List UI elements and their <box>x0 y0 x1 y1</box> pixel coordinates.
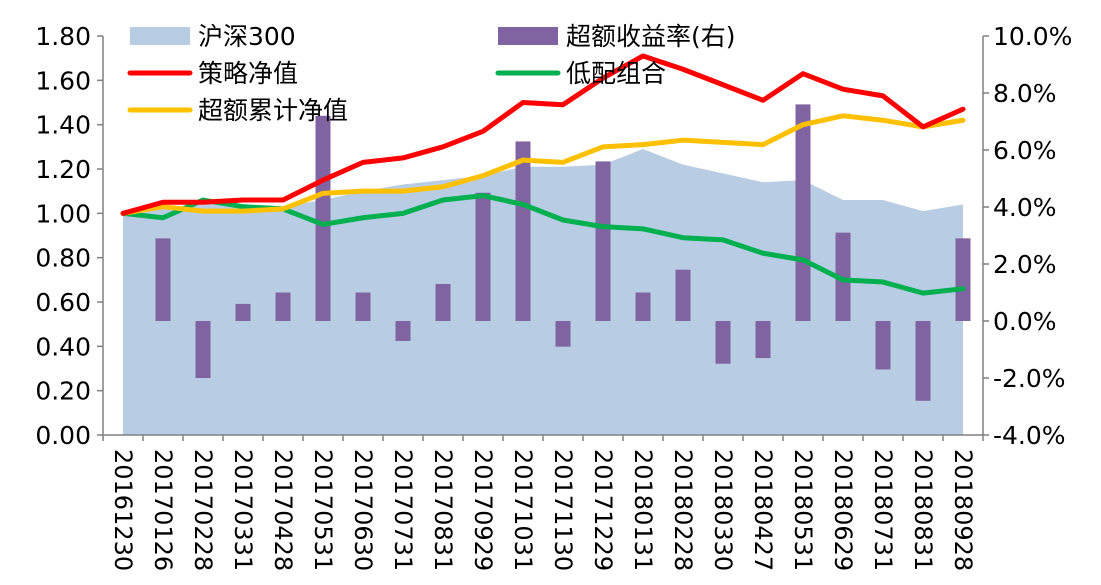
right-tick-label: 4.0% <box>993 193 1057 222</box>
x-tick-label: 20170126 <box>149 449 177 571</box>
excess-return-bar <box>835 232 851 321</box>
x-tick-label: 20170428 <box>269 449 297 571</box>
right-tick-label: 6.0% <box>993 136 1057 165</box>
left-tick-label: 1.40 <box>35 111 91 140</box>
legend-label: 低配组合 <box>566 59 666 88</box>
left-tick-label: 0.80 <box>35 244 91 273</box>
x-tick-label: 20180228 <box>669 449 697 571</box>
x-tick-label: 20180531 <box>789 449 817 571</box>
left-tick-label: 1.20 <box>35 155 91 184</box>
x-tick-label: 20180629 <box>829 449 857 571</box>
excess-return-bar <box>635 292 651 321</box>
excess-return-bar <box>795 104 811 322</box>
x-tick-label: 20161230 <box>109 449 137 571</box>
x-tick-label: 20180831 <box>909 449 937 571</box>
legend-underweight-portfolio: 低配组合 <box>495 59 666 88</box>
x-tick-label: 20170831 <box>429 449 457 571</box>
x-tick-label: 20180731 <box>869 449 897 571</box>
x-tick-label: 20171130 <box>549 449 577 571</box>
line-layer <box>120 53 966 296</box>
excess-return-bar <box>955 238 971 321</box>
legend-excess-cumulative-nav: 超额累计净值 <box>127 96 348 125</box>
x-tick-label: 20171031 <box>509 449 537 571</box>
legend-label: 超额收益率(右) <box>566 22 736 51</box>
excess-return-bar <box>475 192 491 321</box>
legend-label: 策略净值 <box>198 59 298 88</box>
right-tick-label: 10.0% <box>993 22 1072 51</box>
right-tick-label: -4.0% <box>993 421 1066 450</box>
bar-layer <box>155 104 971 401</box>
left-tick-label: 1.80 <box>35 22 91 51</box>
right-tick-label: 2.0% <box>993 250 1057 279</box>
x-tick-label: 20170630 <box>349 449 377 571</box>
excess-return-bar <box>915 321 931 401</box>
excess-return-bar <box>715 321 731 364</box>
excess-return-bar <box>195 321 211 378</box>
legend-strategy-nav: 策略净值 <box>127 59 298 88</box>
excess-return-bar <box>875 321 891 370</box>
legend-swatch <box>130 27 190 45</box>
axis-layer: 0.00 0.20 0.40 0.60 0.80 1.00 1.20 1.40 1.60 1.80… <box>35 22 1072 571</box>
excess-return-bar <box>675 269 691 321</box>
x-tick-label: 20170531 <box>309 449 337 571</box>
x-tick-label: 20170731 <box>389 449 417 571</box>
x-tick-label: 20180330 <box>709 449 737 571</box>
excess-return-bar <box>275 292 291 321</box>
left-tick-label: 0.40 <box>35 332 91 361</box>
excess-return-bar <box>155 238 171 321</box>
legend-label: 沪深300 <box>198 22 296 51</box>
legend-excess-return: 超额收益率(右) <box>498 22 736 51</box>
excess-return-bar <box>595 161 611 321</box>
legend-swatch <box>498 27 558 45</box>
x-tick-label: 20170929 <box>469 449 497 571</box>
excess-return-bar <box>235 303 251 321</box>
right-tick-label: 8.0% <box>993 79 1057 108</box>
line-strategy-nav <box>120 53 966 216</box>
x-tick-label: 20180928 <box>949 449 977 571</box>
excess-return-bar <box>395 321 411 341</box>
excess-return-bar <box>435 283 451 321</box>
excess-return-bar <box>755 321 771 359</box>
x-tick-label: 20180427 <box>749 449 777 571</box>
excess-return-bar <box>515 141 531 321</box>
excess-return-bar <box>355 292 371 321</box>
x-tick-label: 20180131 <box>629 449 657 571</box>
left-tick-label: 0.00 <box>35 421 91 450</box>
legend-hs300: 沪深300 <box>130 22 296 51</box>
left-tick-label: 0.20 <box>35 377 91 406</box>
x-tick-label: 20171229 <box>589 449 617 571</box>
left-tick-label: 1.00 <box>35 199 91 228</box>
line-excess-cumulative-nav <box>120 113 966 216</box>
excess-return-bar <box>555 321 571 347</box>
x-tick-label: 20170228 <box>189 449 217 571</box>
legend-label: 超额累计净值 <box>198 96 348 125</box>
right-tick-label: 0.0% <box>993 307 1057 336</box>
x-tick-label: 20170331 <box>229 449 257 571</box>
excess-return-bar <box>315 115 331 321</box>
left-tick-label: 1.60 <box>35 66 91 95</box>
right-tick-label: -2.0% <box>993 364 1066 393</box>
left-tick-label: 0.60 <box>35 288 91 317</box>
